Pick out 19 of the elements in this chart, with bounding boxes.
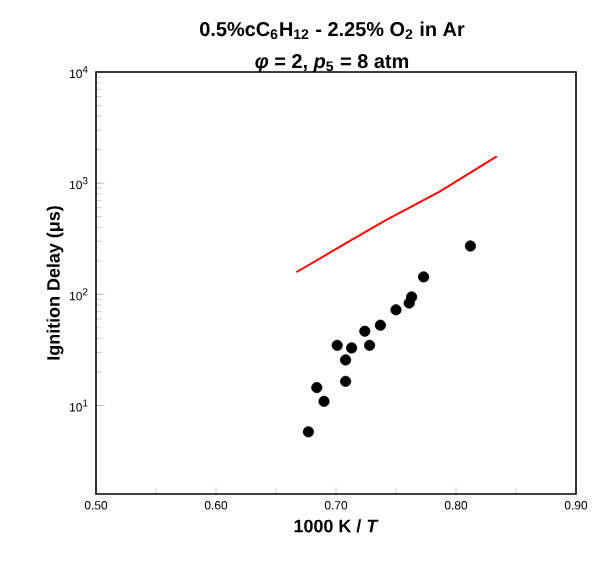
y-axis-title: Ignition Delay (μs) bbox=[46, 206, 64, 360]
x-axis-title: 1000 K / T bbox=[294, 519, 379, 533]
point bbox=[311, 382, 323, 394]
point bbox=[340, 354, 352, 366]
point bbox=[340, 375, 352, 387]
point bbox=[331, 339, 343, 351]
point bbox=[359, 325, 371, 337]
chart-title: 0.5%cC$_{6}$H$_{12}$ - 2.25% O$_{2}$ in Ar bbox=[200, 21, 465, 40]
line-series bbox=[295, 155, 498, 274]
point bbox=[418, 271, 430, 283]
chart-subtitle: φ = 2, p$_{5}$ = 8 atm bbox=[255, 54, 409, 73]
point bbox=[318, 395, 330, 407]
point bbox=[406, 291, 418, 303]
point bbox=[364, 339, 376, 351]
point bbox=[374, 319, 386, 331]
point bbox=[302, 426, 314, 438]
point bbox=[390, 304, 402, 316]
point bbox=[346, 342, 358, 354]
point bbox=[464, 240, 476, 252]
